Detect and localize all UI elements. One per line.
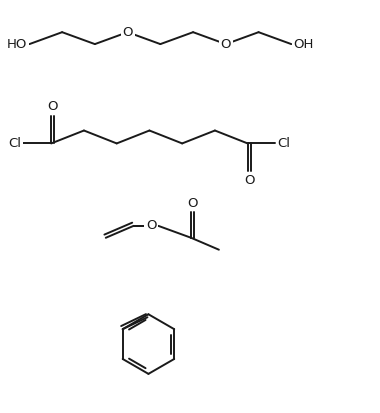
Text: O: O	[220, 38, 231, 51]
Text: O: O	[244, 174, 254, 187]
Text: O: O	[122, 26, 133, 39]
Text: OH: OH	[293, 38, 314, 51]
Text: O: O	[146, 219, 157, 233]
Text: O: O	[48, 100, 58, 113]
Text: Cl: Cl	[277, 137, 290, 150]
Text: O: O	[187, 197, 198, 209]
Text: Cl: Cl	[8, 137, 21, 150]
Text: HO: HO	[7, 38, 27, 51]
